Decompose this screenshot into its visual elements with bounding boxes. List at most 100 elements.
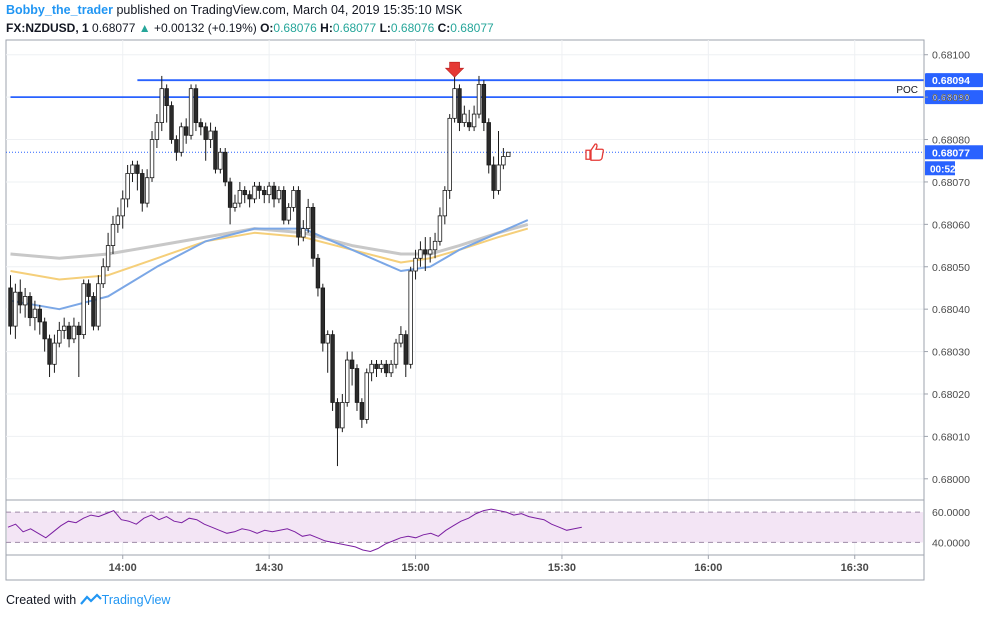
rsi-line <box>7 508 582 553</box>
annotations <box>444 61 604 161</box>
candle-bull <box>276 190 282 200</box>
candle-bear <box>310 206 316 259</box>
published-text: published on TradingView.com, March 04, … <box>116 3 463 17</box>
candle-bull <box>501 156 506 166</box>
candle-bull <box>208 130 213 140</box>
candle-bull <box>110 223 116 246</box>
candle-bull <box>476 84 482 115</box>
candle-bear <box>491 164 496 191</box>
candle-bull <box>408 270 413 365</box>
price-chart[interactable]: 0.68094 0.68090 POC 0.68077 00:52 60.0000 40.… <box>0 0 988 588</box>
candle-bear <box>320 287 326 344</box>
candle-bull <box>22 296 28 306</box>
candle-bull <box>61 325 67 331</box>
rsi-pane: 60.0000 40.0000 <box>6 507 970 553</box>
candle-bull <box>325 334 330 344</box>
candle-bull <box>149 139 155 179</box>
price-tick-label: 0.68050 <box>932 262 970 274</box>
publish-header: Bobby_the_trader published on TradingVie… <box>6 3 462 17</box>
created-with-text: Created with <box>6 593 77 607</box>
candle-bull <box>398 334 404 344</box>
candle-bull <box>144 177 150 204</box>
price-tick-label: 0.68010 <box>932 431 970 443</box>
time-tick-label: 15:00 <box>401 562 429 574</box>
open-label: O: <box>260 21 274 35</box>
candle-bull <box>101 266 106 285</box>
candle-bear <box>193 88 199 123</box>
candle-bear <box>140 173 145 204</box>
price-tick-label: 0.68060 <box>932 219 970 231</box>
countdown-badge <box>925 161 955 176</box>
symbol-name[interactable]: FX:NZDUSD, 1 <box>6 21 89 35</box>
candle-bull <box>432 240 438 251</box>
thumbs-up-icon <box>585 143 604 161</box>
time-tick-label: 16:30 <box>841 562 869 574</box>
rsi-level-label: 60.0000 <box>932 507 970 519</box>
poc-label: POC <box>896 85 918 96</box>
candle-bear <box>37 308 42 323</box>
candle-bull <box>232 202 238 208</box>
candle-bull <box>471 113 477 128</box>
tradingview-logo-icon <box>79 593 102 605</box>
countdown-label: 00:52 <box>930 164 956 175</box>
price-tick-label: 0.68100 <box>932 50 970 62</box>
close-value: 0.68077 <box>450 21 494 35</box>
current-price-badge <box>925 145 983 160</box>
candle-bull <box>120 198 125 217</box>
candle-bear <box>76 325 82 336</box>
candle-bull <box>305 206 311 229</box>
price-tick-label: 0.68040 <box>932 304 970 316</box>
candle-bear <box>359 402 365 420</box>
candle-bear <box>354 368 360 403</box>
candle-bull <box>496 164 501 191</box>
change-up-icon: ▲ <box>138 21 151 35</box>
candle-bear <box>481 84 487 123</box>
candle-bull <box>301 228 306 238</box>
candle-bull <box>218 151 223 170</box>
candle-bull <box>345 359 350 403</box>
candle-bull <box>413 257 418 272</box>
time-axis[interactable]: 14:00 14:30 15:00 15:30 16:00 16:30 <box>6 499 924 574</box>
candle-bear <box>457 88 462 123</box>
low-value: 0.68076 <box>390 21 435 35</box>
candle-bear <box>183 126 189 136</box>
close-label: C: <box>437 21 451 35</box>
candle-bear <box>135 164 140 174</box>
footer: Created with TradingView <box>6 593 170 607</box>
candle-bull <box>71 325 77 340</box>
candle-bear <box>335 402 340 429</box>
candle-bear <box>66 325 72 340</box>
author-link[interactable]: Bobby_the_trader <box>6 3 113 17</box>
price-badge <box>925 90 983 105</box>
candle-bull <box>369 363 374 374</box>
candle-bear <box>213 130 218 170</box>
symbol-legend: FX:NZDUSD, 1 0.68077 ▲ +0.00132 (+0.19%)… <box>6 21 494 35</box>
candle-bull <box>159 88 164 123</box>
candle-bear <box>315 257 321 289</box>
candle-bear <box>164 88 169 107</box>
candle-bull <box>130 164 135 174</box>
candle-bear <box>257 185 262 191</box>
candle-bear <box>271 185 277 200</box>
price-badge-label: 0.68090 <box>932 92 970 104</box>
candle-bull <box>379 363 384 369</box>
price-axis[interactable]: 0.68100 0.68090 0.68080 0.68070 0.68060 0.680… <box>923 40 970 580</box>
current-price-label: 0.68077 <box>932 147 970 159</box>
price-tick-label: 0.68080 <box>932 135 970 147</box>
candle-bull <box>96 283 101 327</box>
high-value: 0.68077 <box>332 21 377 35</box>
candle-bear <box>203 126 208 140</box>
price-tick-label: 0.68030 <box>932 347 970 359</box>
candle-bear <box>42 321 47 340</box>
candle-bull <box>52 342 57 365</box>
candle-bear <box>486 122 491 166</box>
rsi-band <box>7 512 923 543</box>
time-tick-label: 14:30 <box>255 562 283 574</box>
candle-bull <box>462 113 467 123</box>
candle-bear <box>227 181 233 208</box>
candle-bull <box>179 126 184 153</box>
candle-bull <box>266 185 272 196</box>
candle-bull <box>418 249 423 259</box>
tradingview-brand-link[interactable]: TradingView <box>101 593 171 607</box>
candle-bull <box>506 151 511 157</box>
